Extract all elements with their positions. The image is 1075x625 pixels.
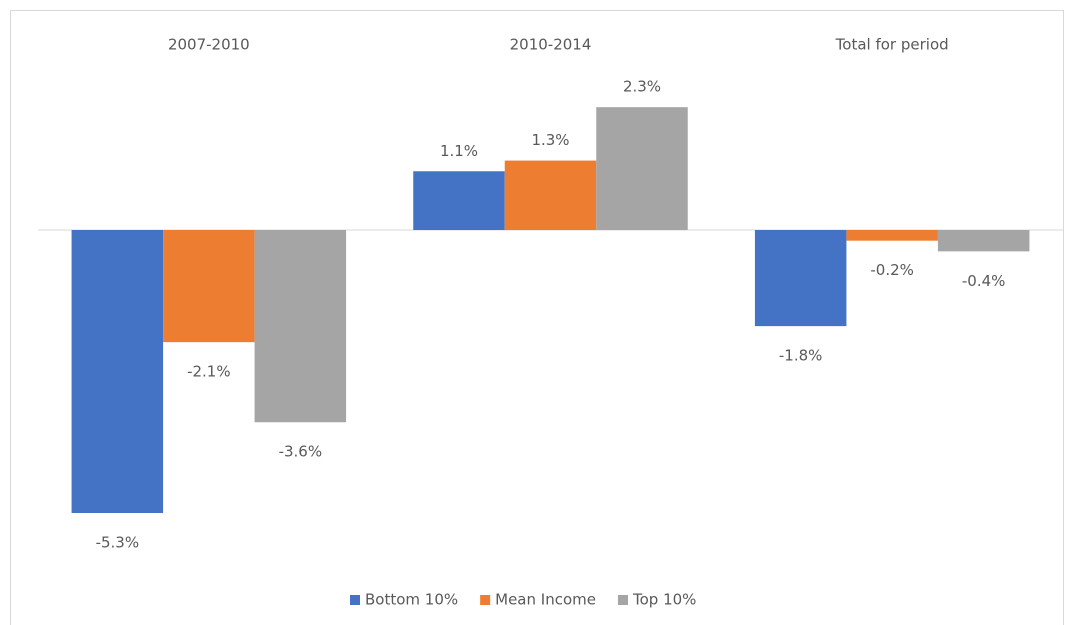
legend-label: Top 10%: [632, 591, 696, 609]
data-label: 1.1%: [440, 142, 478, 160]
bar: [754, 230, 847, 327]
category-label: 2010-2014: [510, 36, 592, 54]
legend-label: Mean Income: [495, 591, 596, 609]
bar: [504, 160, 597, 230]
data-label: -0.4%: [962, 272, 1006, 290]
data-label: -2.1%: [187, 363, 231, 381]
data-label: -3.6%: [279, 443, 323, 461]
bar: [163, 230, 255, 343]
legend-label: Bottom 10%: [365, 591, 458, 609]
legend-swatch: [350, 595, 360, 605]
data-label: -1.8%: [779, 347, 823, 365]
bar: [596, 107, 688, 230]
data-label: -0.2%: [870, 261, 914, 279]
bar: [413, 171, 505, 230]
data-label: 1.3%: [531, 131, 569, 149]
bar: [254, 230, 347, 423]
legend-swatch: [480, 595, 491, 605]
chart-frame: [10, 10, 1064, 625]
data-label: -5.3%: [96, 534, 140, 552]
legend-swatch: [617, 595, 628, 605]
bar: [71, 230, 164, 514]
category-label: Total for period: [835, 36, 949, 54]
category-label: 2007-2010: [168, 36, 250, 54]
bar: [937, 230, 1030, 252]
data-label: 2.3%: [623, 78, 661, 96]
bar: [846, 230, 938, 241]
